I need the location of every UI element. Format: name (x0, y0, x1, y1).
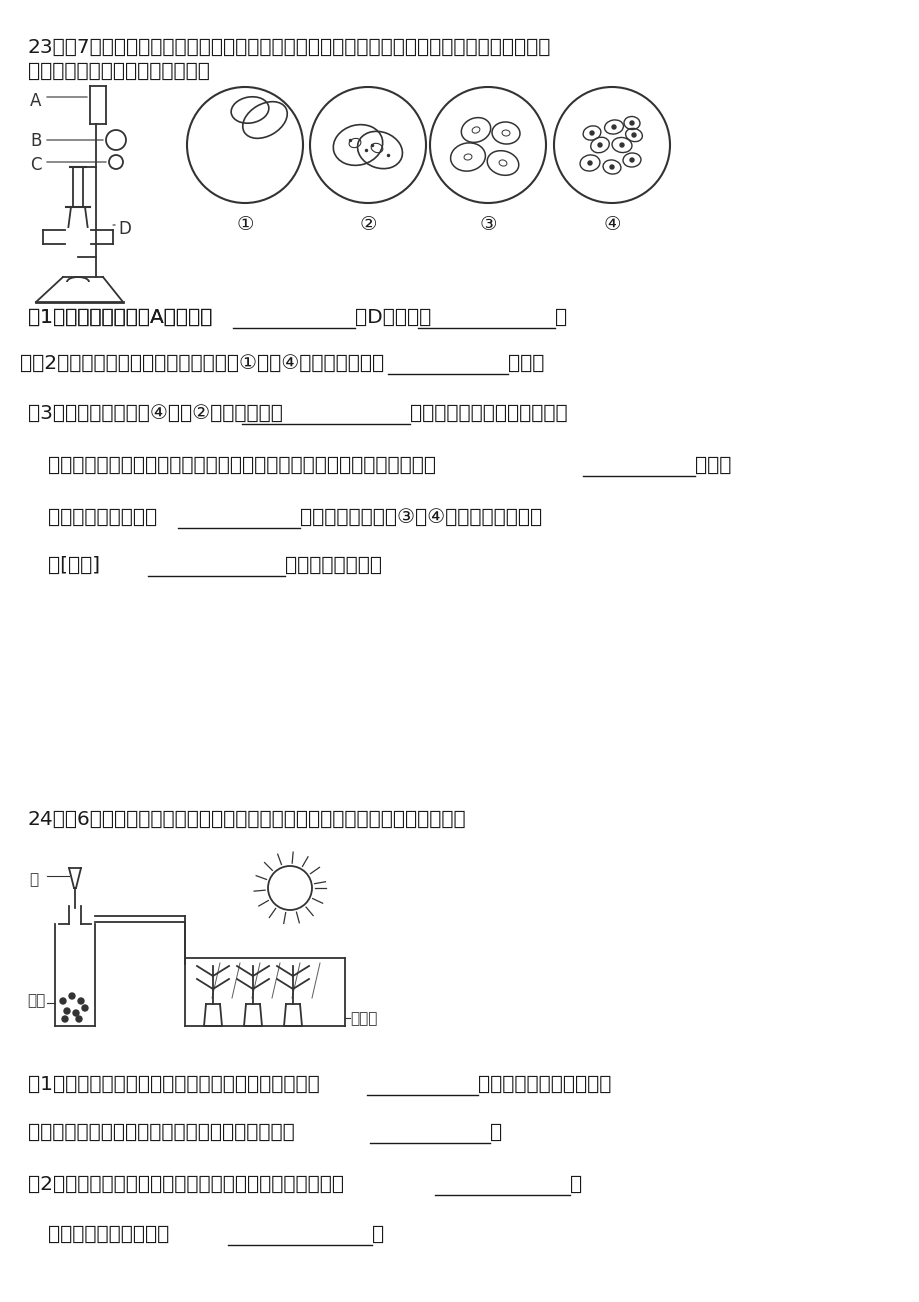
Text: 的[＿＿]: 的[＿＿] (48, 556, 100, 575)
Text: （3）要使观察效果由④变成②，他应该转动: （3）要使观察效果由④变成②，他应该转动 (28, 404, 282, 423)
Circle shape (60, 999, 66, 1004)
Circle shape (587, 161, 591, 165)
Text: ．（2）王刚在实验中，观察到的效果由①变成④，他应将装片向: ．（2）王刚在实验中，观察到的效果由①变成④，他应将装片向 (20, 354, 384, 372)
Text: ①: ① (236, 215, 254, 234)
Text: ．: ． (490, 1124, 502, 1142)
Text: （填字母序号）．: （填字母序号）． (285, 556, 381, 575)
Text: C: C (30, 156, 41, 174)
Text: ②: ② (358, 215, 377, 234)
Text: 面镜．观察效果由③到④，他应调节显微镜: 面镜．观察效果由③到④，他应调节显微镜 (300, 508, 541, 527)
Circle shape (631, 133, 635, 137)
Text: ③: ③ (479, 215, 496, 234)
Text: ，: ， (570, 1174, 582, 1194)
Text: 同时转动反光镜选择: 同时转动反光镜选择 (48, 508, 157, 527)
Text: ．: ． (371, 1225, 384, 1243)
Circle shape (619, 143, 623, 147)
Text: 内幼苗的光合作用增强，说明此气体是光合作用的: 内幼苗的光合作用增强，说明此气体是光合作用的 (28, 1124, 294, 1142)
Text: （1）瓶中加适量水后种子的呼吸作用会加强，产生的: （1）瓶中加适量水后种子的呼吸作用会加强，产生的 (28, 1075, 320, 1094)
Circle shape (82, 1005, 88, 1010)
Text: 24．（6分）如图为种子呼吸作用和植物光合作用的实验装置图，请据图回答：: 24．（6分）如图为种子呼吸作用和植物光合作用的实验装置图，请据图回答： (28, 810, 466, 829)
Text: D: D (118, 220, 130, 238)
Text: （1）显微镜结构中，A的名称是: （1）显微镜结构中，A的名称是 (28, 309, 212, 327)
Text: 23．（7分）在观察口腔上皮细胞临时装片时，王刚同学用显微镜先后在视野中看到了下列不同: 23．（7分）在观察口腔上皮细胞临时装片时，王刚同学用显微镜先后在视野中看到了下… (28, 38, 550, 57)
Text: （2）将玻璃罩内叶片取下脱色后滴加碘液观察到的现象是: （2）将玻璃罩内叶片取下脱色后滴加碘液观察到的现象是 (28, 1174, 344, 1194)
Circle shape (64, 1008, 70, 1014)
Text: 种子: 种子 (27, 993, 45, 1008)
Text: （1）显微镜结构中，A的名称是: （1）显微镜结构中，A的名称是 (28, 309, 212, 327)
Circle shape (76, 1016, 82, 1022)
Text: 移动．: 移动． (507, 354, 544, 372)
Text: 水: 水 (29, 872, 38, 887)
Circle shape (609, 165, 613, 169)
Circle shape (597, 143, 601, 147)
Circle shape (73, 1010, 79, 1016)
Text: A: A (30, 92, 41, 109)
Text: 的物像效果，如图所示．请回答．: 的物像效果，如图所示．请回答． (28, 62, 210, 81)
Text: 气体增多，从而使玻璃罩: 气体增多，从而使玻璃罩 (478, 1075, 611, 1094)
Text: B: B (30, 132, 41, 150)
Text: ④: ④ (603, 215, 620, 234)
Circle shape (62, 1016, 68, 1022)
Circle shape (69, 993, 75, 999)
Text: 光圈，: 光圈， (694, 456, 731, 475)
Text: ，D的名称是: ，D的名称是 (355, 309, 431, 327)
Text: 但换成高倍物镜后，王刚发现，视野变暗了，这时他应该转动遮光器选择: 但换成高倍物镜后，王刚发现，视野变暗了，这时他应该转动遮光器选择 (48, 456, 436, 475)
Text: ．: ． (554, 309, 566, 327)
Text: ，由低倍物镜换成高倍物镜．: ，由低倍物镜换成高倍物镜． (410, 404, 567, 423)
Circle shape (78, 999, 84, 1004)
Text: 玻璃罩: 玻璃罩 (349, 1010, 377, 1026)
Text: 说明光合作用的产物是: 说明光合作用的产物是 (48, 1225, 169, 1243)
Circle shape (630, 121, 633, 125)
Circle shape (630, 158, 633, 161)
Circle shape (611, 125, 616, 129)
Circle shape (589, 132, 594, 135)
